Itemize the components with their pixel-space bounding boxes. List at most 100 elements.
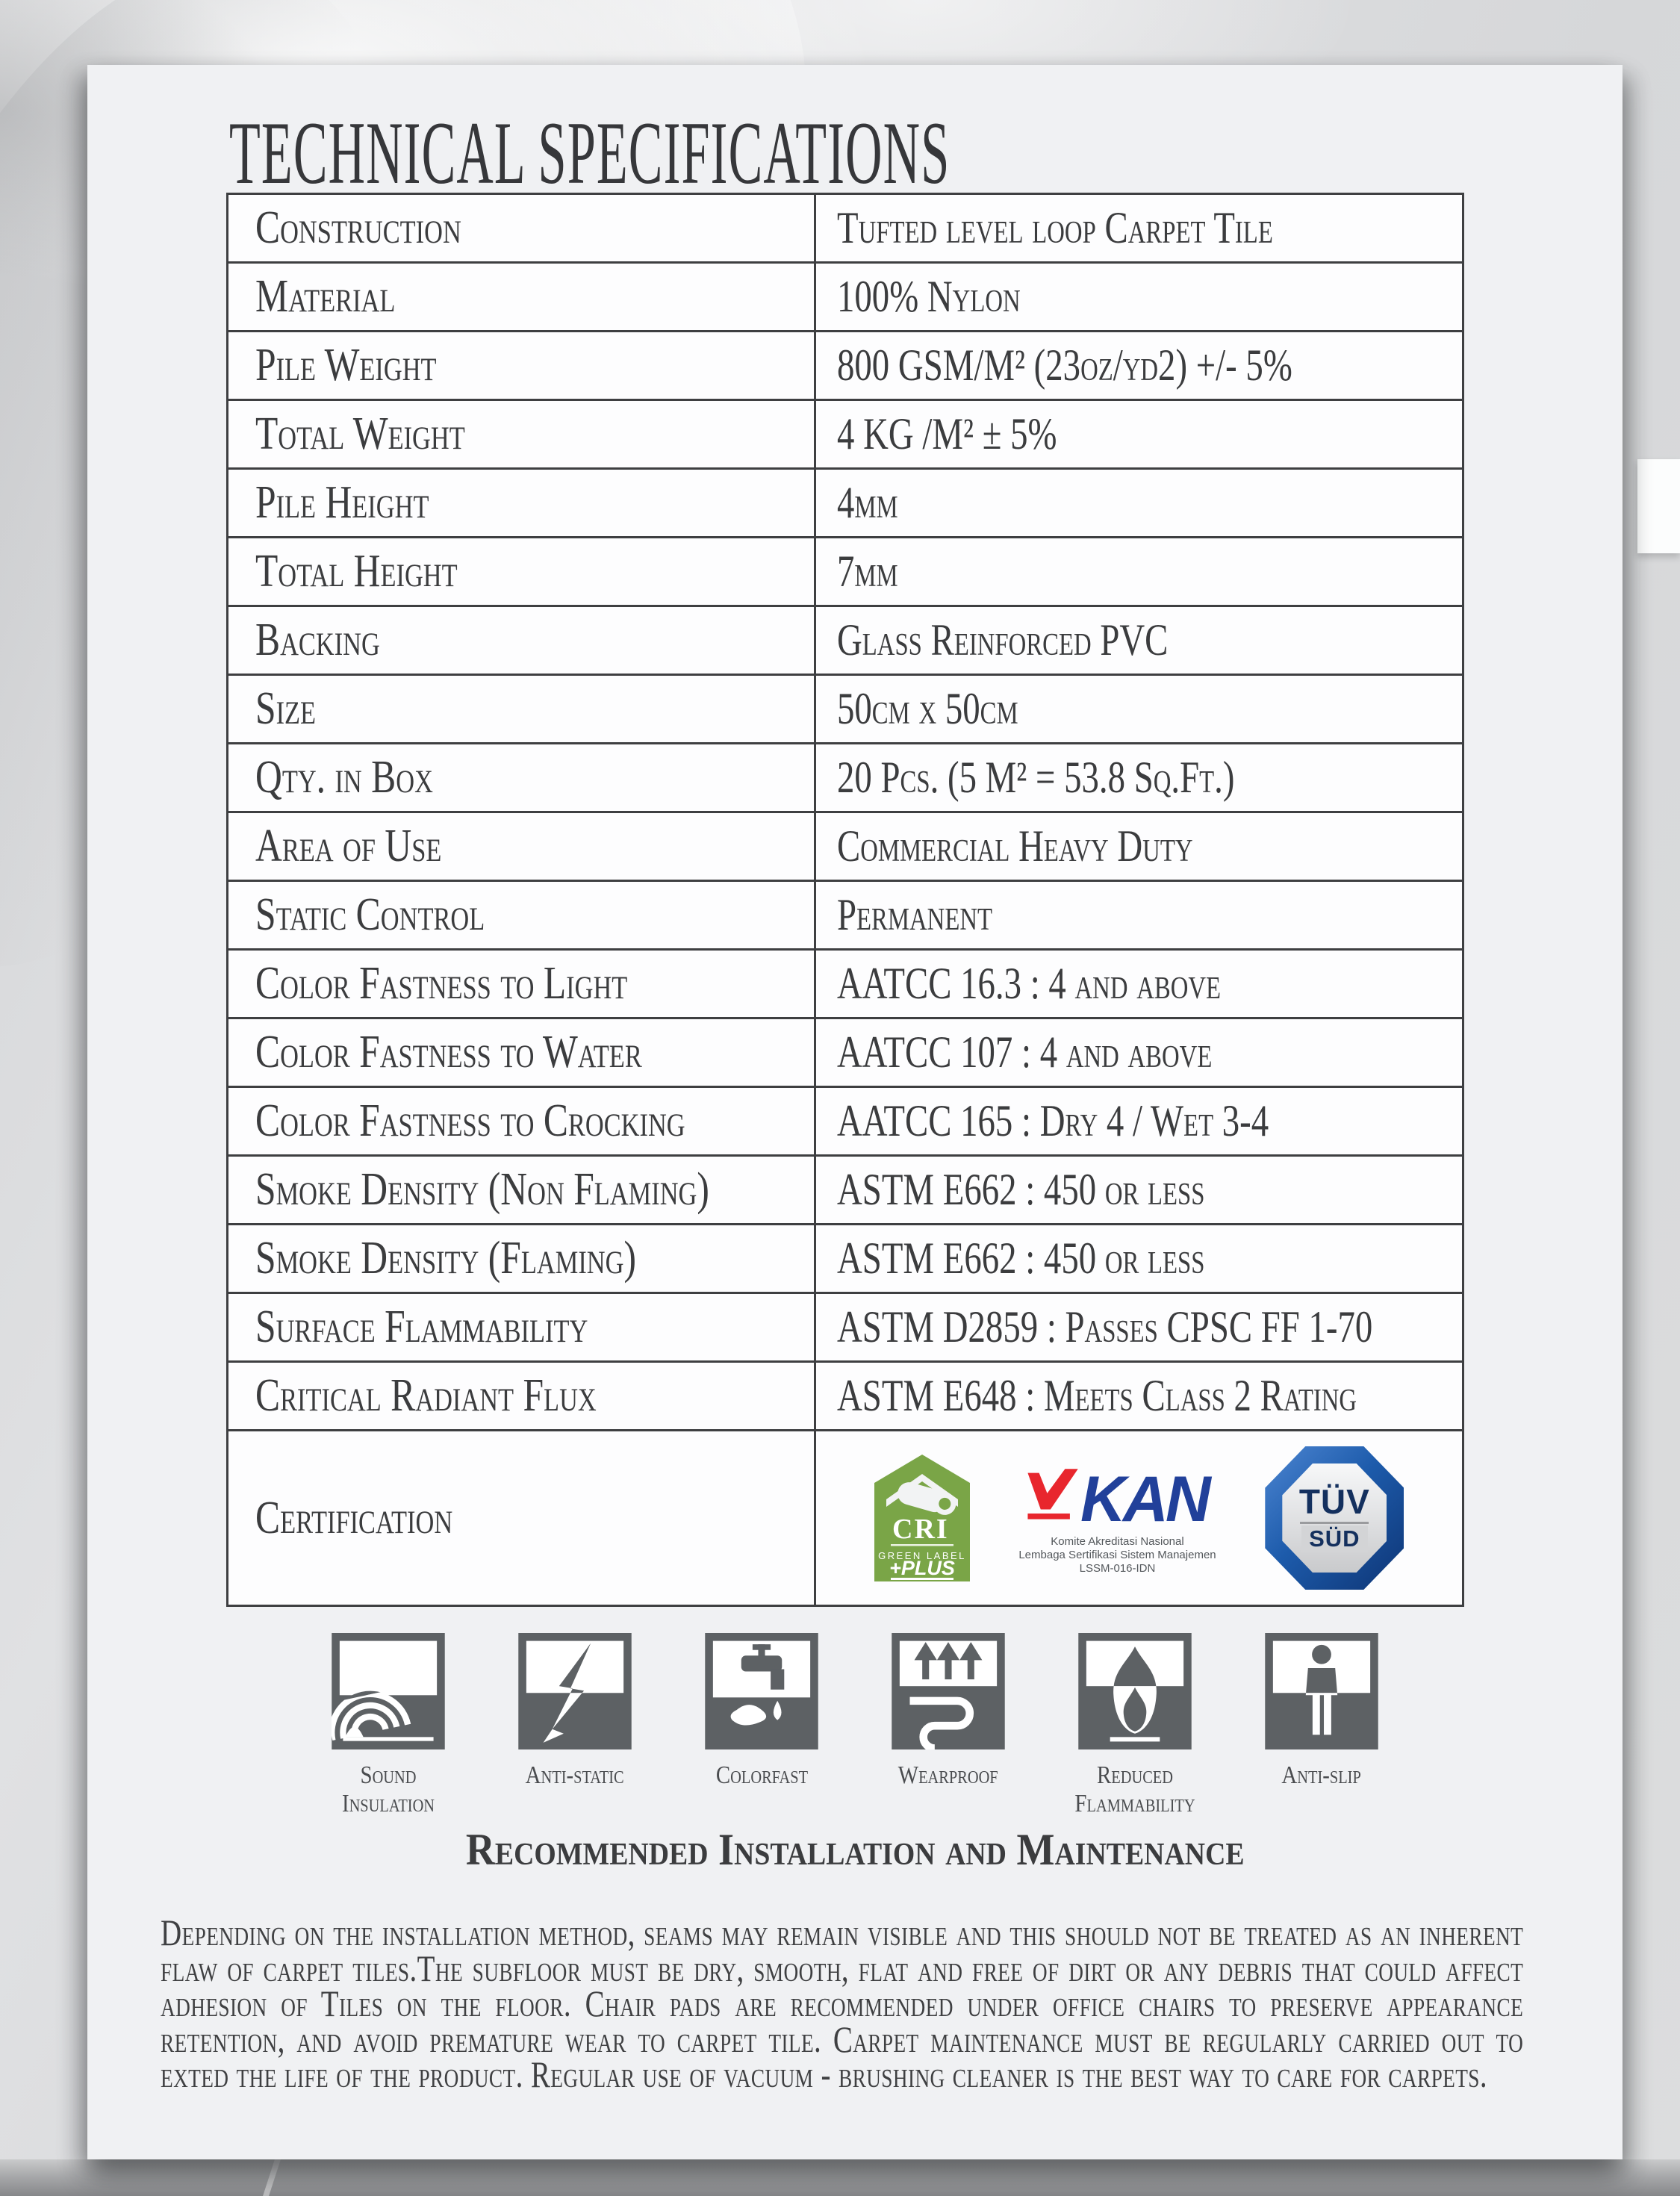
spec-sheet-page: TECHNICAL SPECIFICATIONS Construction Tuf…	[87, 65, 1623, 2159]
spec-label: Qty. in Box	[255, 752, 433, 803]
cri-logo-green-label-text: GREEN LABEL	[878, 1550, 966, 1561]
spec-row: Smoke Density (Flaming) ASTM E662 : 450 o…	[226, 1223, 1464, 1294]
spec-label: Size	[255, 683, 317, 734]
spec-label-cell: Pile Weight	[226, 330, 816, 401]
spec-label-cell: Color Fastness to Crocking	[226, 1086, 816, 1157]
spec-value: ASTM E662 : 450 or less	[837, 1234, 1205, 1283]
spec-label-cell: Total Weight	[226, 399, 816, 470]
tuv-logo-text: TÜV	[1298, 1481, 1370, 1521]
spec-value-cell: Tufted level loop Carpet Tile	[814, 193, 1464, 264]
spec-value: ASTM D2859 : Passes CPSC FF 1-70	[837, 1302, 1373, 1351]
spec-value-cell: 4 KG /M² ± 5%	[814, 399, 1464, 470]
spec-label-cell: Certification	[226, 1429, 816, 1607]
spec-row: Static Control Permanent	[226, 880, 1464, 951]
spec-value-cell: 800 GSM/M² (23oz/yd2) +/- 5%	[814, 330, 1464, 401]
spec-value: ASTM E662 : 450 or less	[837, 1165, 1205, 1214]
tuv-sud-logo-inner: TÜV SÜD	[1282, 1464, 1387, 1573]
spec-label: Color Fastness to Light	[255, 958, 628, 1009]
spec-label-cell: Backing	[226, 605, 816, 676]
spec-row: Total Height 7mm	[226, 536, 1464, 607]
sound-insulation-icon	[332, 1633, 445, 1749]
spec-label-cell: Static Control	[226, 880, 816, 951]
spec-row: Critical Radiant Flux ASTM E648 : Meets C…	[226, 1360, 1464, 1431]
spec-value: AATCC 16.3 : 4 and above	[837, 959, 1222, 1008]
spec-value: Tufted level loop Carpet Tile	[837, 203, 1273, 252]
spec-row: Pile Weight 800 GSM/M² (23oz/yd2) +/- 5%	[226, 330, 1464, 401]
feature-label: Wearproof	[898, 1761, 998, 1789]
maintenance-heading: Recommended Installation and Maintenance	[87, 1824, 1623, 1876]
feature-label: Colorfast	[715, 1761, 808, 1789]
spec-label-cell: Smoke Density (Flaming)	[226, 1223, 816, 1294]
spec-row: Size 50cm x 50cm	[226, 674, 1464, 744]
spec-value: 800 GSM/M² (23oz/yd2) +/- 5%	[837, 340, 1292, 390]
spec-label: Material	[255, 271, 396, 322]
spec-label-cell: Area of Use	[226, 811, 816, 882]
spec-value-cell: Glass Reinforced PVC	[814, 605, 1464, 676]
spec-value: 100% Nylon	[837, 272, 1021, 321]
feature-colorfast: Colorfast	[688, 1633, 836, 1818]
kan-logo-name: KAN	[1080, 1464, 1211, 1535]
spec-row: Color Fastness to Crocking AATCC 165 : Dr…	[226, 1086, 1464, 1157]
spec-label-cell: Pile Height	[226, 467, 816, 538]
spec-label-cell: Color Fastness to Light	[226, 948, 816, 1019]
spec-value: 7mm	[837, 547, 898, 596]
spec-label: Color Fastness to Crocking	[255, 1095, 685, 1146]
feature-label: Anti-slip	[1281, 1761, 1362, 1789]
spec-value: AATCC 107 : 4 and above	[837, 1027, 1213, 1077]
spec-value-cell: 7mm	[814, 536, 1464, 607]
spec-label: Color Fastness to Water	[255, 1027, 642, 1077]
spec-row: Pile Height 4mm	[226, 467, 1464, 538]
feature-anti-static: Anti-static	[501, 1633, 649, 1818]
spec-label: Surface Flammability	[255, 1301, 588, 1352]
spec-row: Smoke Density (Non Flaming) ASTM E662 : 4…	[226, 1154, 1464, 1225]
spec-value: 20 Pcs. (5 M² = 53.8 Sq.Ft.)	[837, 753, 1235, 802]
spec-value-cell: ASTM D2859 : Passes CPSC FF 1-70	[814, 1292, 1464, 1363]
spec-label: Static Control	[255, 889, 485, 940]
spec-value-cell: AATCC 165 : Dry 4 / Wet 3-4	[814, 1086, 1464, 1157]
anti-static-icon	[518, 1633, 632, 1749]
spec-label: Pile Weight	[255, 340, 437, 391]
feature-label: Anti-static	[526, 1761, 624, 1789]
spec-value: Permanent	[837, 890, 993, 939]
spec-row: Color Fastness to Water AATCC 107 : 4 and…	[226, 1017, 1464, 1088]
certification-row: Certification CRI	[226, 1429, 1464, 1607]
spec-label: Construction	[255, 202, 461, 253]
feature-icons-row: Sound Insulation Anti-static	[87, 1633, 1623, 1818]
tuv-logo-divider	[1300, 1521, 1369, 1524]
kan-checkmark-icon	[1027, 1469, 1079, 1520]
spec-label: Total Height	[255, 546, 458, 597]
maintenance-heading-text: Recommended Installation and Maintenance	[465, 1825, 1245, 1874]
tuv-sud-logo: TÜV SÜD	[1265, 1446, 1404, 1590]
spec-label-cell: Total Height	[226, 536, 816, 607]
cri-logo-plus-text: +PLUS	[889, 1557, 955, 1579]
feature-label: Sound Insulation	[341, 1761, 435, 1817]
certification-logos: CRI GREEN LABEL +PLUS	[818, 1446, 1461, 1590]
kan-logo-mark: KAN	[1024, 1461, 1211, 1535]
spec-label-cell: Construction	[226, 193, 816, 264]
spec-value-cell: 100% Nylon	[814, 261, 1464, 332]
page-title: TECHNICAL SPECIFICATIONS	[229, 103, 951, 202]
sud-logo-text: SÜD	[1301, 1525, 1368, 1552]
reduced-flammability-icon	[1078, 1633, 1192, 1749]
spec-row: Area of Use Commercial Heavy Duty	[226, 811, 1464, 882]
spec-value: 4mm	[837, 478, 898, 527]
spec-value: ASTM E648 : Meets Class 2 Rating	[837, 1371, 1357, 1420]
spec-label: Certification	[255, 1492, 453, 1543]
spec-value-cell: ASTM E662 : 450 or less	[814, 1154, 1464, 1225]
spec-label-cell: Size	[226, 674, 816, 744]
kan-logo: KAN Komite Akreditasi Nasional Lembaga S…	[1018, 1461, 1216, 1576]
spec-value-cell: 4mm	[814, 467, 1464, 538]
spec-label-cell: Qty. in Box	[226, 742, 816, 813]
photo-floor-strip	[0, 2159, 1680, 2196]
spec-label: Pile Height	[255, 477, 429, 528]
spec-label-cell: Critical Radiant Flux	[226, 1360, 816, 1431]
maintenance-paragraph: Depending on the installation method, se…	[161, 1912, 1524, 2095]
spec-row: Qty. in Box 20 Pcs. (5 M² = 53.8 Sq.Ft.)	[226, 742, 1464, 813]
spec-value-cell: 20 Pcs. (5 M² = 53.8 Sq.Ft.)	[814, 742, 1464, 813]
spec-table-body: Construction Tufted level loop Carpet Til…	[226, 193, 1464, 1431]
spec-value-cell: Commercial Heavy Duty	[814, 811, 1464, 882]
spec-value-cell: 50cm x 50cm	[814, 674, 1464, 744]
spec-row: Surface Flammability ASTM D2859 : Passes …	[226, 1292, 1464, 1363]
spec-value: Glass Reinforced PVC	[837, 615, 1169, 665]
